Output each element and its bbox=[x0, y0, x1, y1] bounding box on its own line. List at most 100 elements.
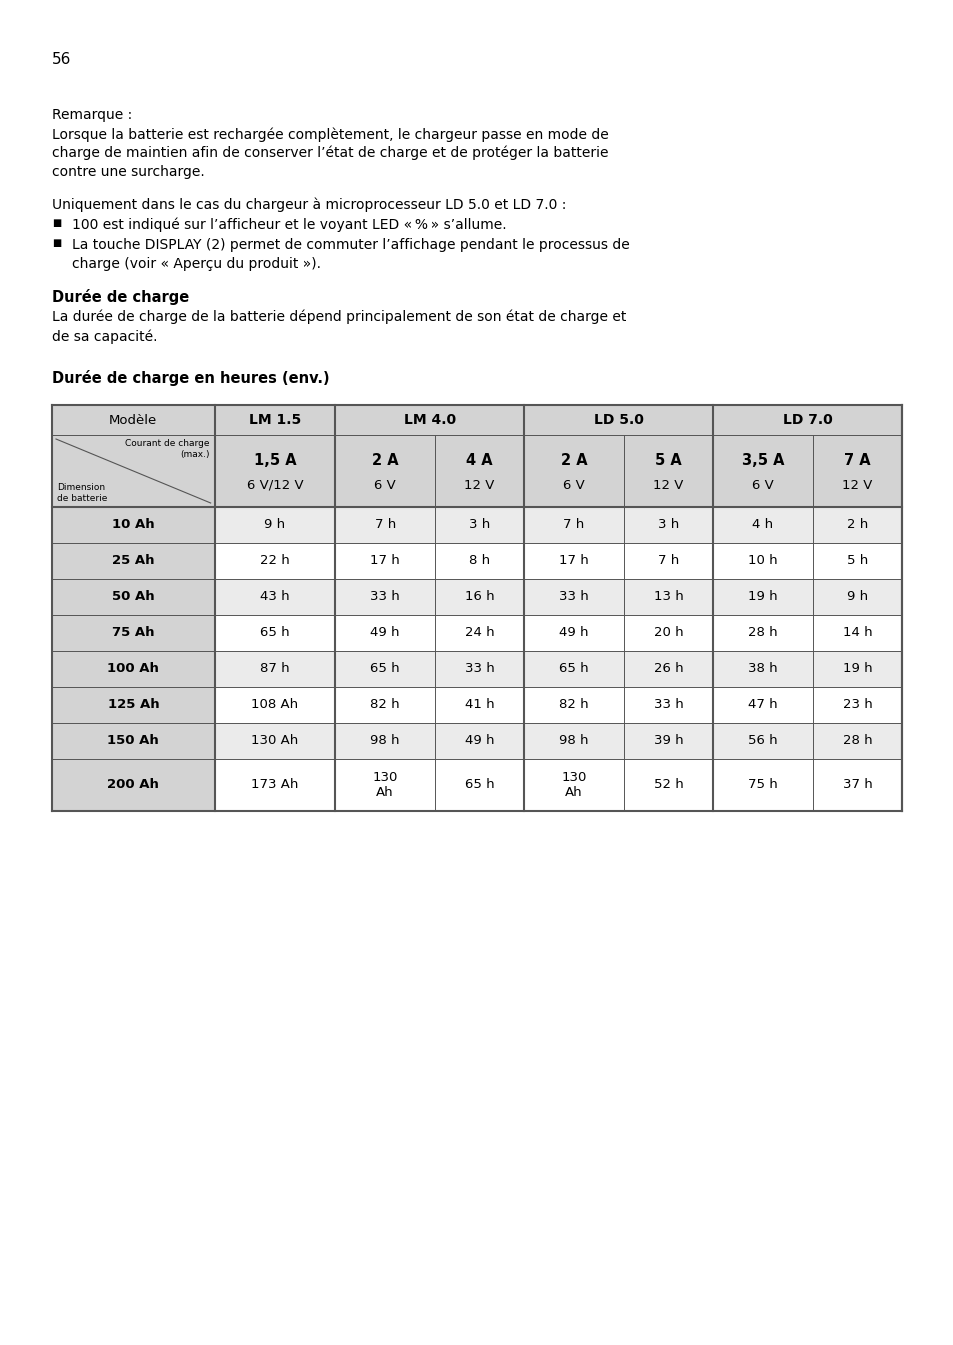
Bar bbox=[812, 759, 901, 811]
Bar bbox=[523, 687, 623, 724]
Text: 4 A: 4 A bbox=[466, 453, 493, 468]
Text: Courant de charge
(max.): Courant de charge (max.) bbox=[125, 438, 210, 459]
Text: 98 h: 98 h bbox=[558, 734, 588, 748]
Text: contre une surcharge.: contre une surcharge. bbox=[52, 165, 205, 179]
Bar bbox=[52, 405, 214, 434]
Text: 82 h: 82 h bbox=[370, 698, 399, 712]
Text: Remarque :: Remarque : bbox=[52, 108, 132, 122]
Text: 65 h: 65 h bbox=[558, 663, 588, 675]
Bar bbox=[335, 405, 435, 434]
Bar bbox=[623, 687, 712, 724]
Bar bbox=[214, 759, 335, 811]
Text: charge (voir « Aperçu du produit »).: charge (voir « Aperçu du produit »). bbox=[71, 257, 320, 270]
Text: Durée de charge: Durée de charge bbox=[52, 289, 189, 305]
Text: 33 h: 33 h bbox=[370, 590, 399, 604]
Text: 65 h: 65 h bbox=[370, 663, 399, 675]
Bar bbox=[623, 615, 712, 651]
Text: 6 V/12 V: 6 V/12 V bbox=[247, 479, 303, 492]
Text: 3 h: 3 h bbox=[658, 519, 679, 531]
Text: 47 h: 47 h bbox=[747, 698, 777, 712]
Text: 82 h: 82 h bbox=[558, 698, 588, 712]
Text: 1,5 A: 1,5 A bbox=[253, 453, 296, 468]
Text: 75 Ah: 75 Ah bbox=[112, 627, 154, 639]
Text: 28 h: 28 h bbox=[747, 627, 777, 639]
Text: de sa capacité.: de sa capacité. bbox=[52, 330, 157, 343]
Text: 6 V: 6 V bbox=[562, 479, 584, 492]
Text: 38 h: 38 h bbox=[747, 663, 777, 675]
Text: Uniquement dans le cas du chargeur à microprocesseur LD 5.0 et LD 7.0 :: Uniquement dans le cas du chargeur à mic… bbox=[52, 198, 566, 213]
Bar bbox=[712, 651, 812, 687]
Bar bbox=[623, 434, 712, 507]
Bar bbox=[623, 724, 712, 759]
Text: 12 V: 12 V bbox=[653, 479, 683, 492]
Bar bbox=[52, 687, 214, 724]
Text: ■: ■ bbox=[52, 218, 61, 229]
Text: 87 h: 87 h bbox=[260, 663, 290, 675]
Bar bbox=[335, 507, 435, 543]
Text: 10 h: 10 h bbox=[747, 554, 777, 568]
Bar bbox=[214, 651, 335, 687]
Text: 3,5 A: 3,5 A bbox=[740, 453, 783, 468]
Bar bbox=[623, 405, 712, 434]
Bar bbox=[523, 507, 623, 543]
Bar bbox=[435, 615, 523, 651]
Text: 7 A: 7 A bbox=[843, 453, 870, 468]
Bar bbox=[52, 578, 214, 615]
Bar bbox=[335, 724, 435, 759]
Text: 12 V: 12 V bbox=[464, 479, 495, 492]
Bar bbox=[435, 724, 523, 759]
Bar bbox=[435, 687, 523, 724]
Text: 33 h: 33 h bbox=[558, 590, 588, 604]
Text: 100 Ah: 100 Ah bbox=[108, 663, 159, 675]
Text: 17 h: 17 h bbox=[370, 554, 399, 568]
Bar bbox=[335, 759, 435, 811]
Bar bbox=[812, 651, 901, 687]
Bar bbox=[712, 578, 812, 615]
Text: 20 h: 20 h bbox=[653, 627, 682, 639]
Text: 130
Ah: 130 Ah bbox=[560, 771, 586, 799]
Text: 2 A: 2 A bbox=[560, 453, 587, 468]
Bar bbox=[812, 724, 901, 759]
Text: 75 h: 75 h bbox=[747, 779, 777, 791]
Text: 6 V: 6 V bbox=[751, 479, 773, 492]
Text: 22 h: 22 h bbox=[260, 554, 290, 568]
Text: 43 h: 43 h bbox=[260, 590, 290, 604]
Bar bbox=[812, 578, 901, 615]
Text: ■: ■ bbox=[52, 238, 61, 247]
Text: 9 h: 9 h bbox=[846, 590, 867, 604]
Text: Durée de charge en heures (env.): Durée de charge en heures (env.) bbox=[52, 370, 330, 386]
Text: 5 h: 5 h bbox=[846, 554, 867, 568]
Text: 49 h: 49 h bbox=[370, 627, 399, 639]
Text: Lorsque la batterie est rechargée complètement, le chargeur passe en mode de: Lorsque la batterie est rechargée complè… bbox=[52, 126, 608, 141]
Text: 16 h: 16 h bbox=[464, 590, 494, 604]
Bar bbox=[812, 543, 901, 578]
Bar bbox=[52, 434, 214, 507]
Bar bbox=[435, 405, 523, 434]
Text: 14 h: 14 h bbox=[841, 627, 871, 639]
Bar bbox=[812, 687, 901, 724]
Bar bbox=[214, 543, 335, 578]
Text: 98 h: 98 h bbox=[370, 734, 399, 748]
Bar bbox=[435, 543, 523, 578]
Text: 130
Ah: 130 Ah bbox=[372, 771, 397, 799]
Text: La touche DISPLAY (2) permet de commuter l’affichage pendant le processus de: La touche DISPLAY (2) permet de commuter… bbox=[71, 238, 629, 252]
Bar bbox=[523, 724, 623, 759]
Text: 12 V: 12 V bbox=[841, 479, 872, 492]
Text: 100 est indiqué sur l’afficheur et le voyant LED « % » s’allume.: 100 est indiqué sur l’afficheur et le vo… bbox=[71, 218, 506, 233]
Bar bbox=[52, 507, 214, 543]
Bar bbox=[812, 405, 901, 434]
Bar bbox=[712, 543, 812, 578]
Text: LD 7.0: LD 7.0 bbox=[781, 413, 832, 426]
Text: 56: 56 bbox=[52, 52, 71, 67]
Text: 150 Ah: 150 Ah bbox=[108, 734, 159, 748]
Text: 200 Ah: 200 Ah bbox=[108, 779, 159, 791]
Bar bbox=[435, 578, 523, 615]
Bar bbox=[523, 615, 623, 651]
Bar bbox=[335, 578, 435, 615]
Bar bbox=[623, 651, 712, 687]
Bar bbox=[435, 759, 523, 811]
Text: 9 h: 9 h bbox=[264, 519, 285, 531]
Text: 7 h: 7 h bbox=[375, 519, 395, 531]
Bar bbox=[623, 759, 712, 811]
Bar bbox=[812, 507, 901, 543]
